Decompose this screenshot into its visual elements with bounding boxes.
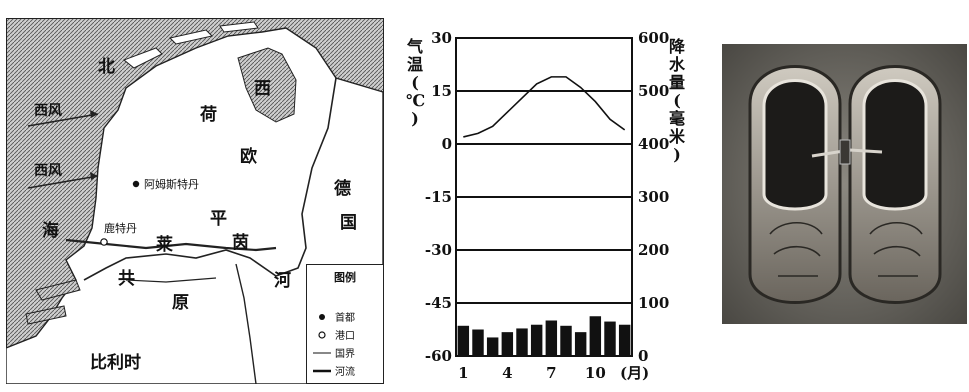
ijsselmeer: [237, 47, 297, 123]
left-tick-label: 30: [431, 29, 452, 47]
chart-svg: 30 15 0 -15 -30 -45 -60 600 500 400 300 200 100 0 1 4 7 1…: [425, 29, 669, 382]
x-tick-label: 1: [458, 364, 468, 382]
wind-label-2: 西风: [34, 163, 62, 179]
precip-bar: [457, 325, 470, 356]
label-gong: 共: [118, 269, 135, 289]
label-europe: 欧: [240, 147, 257, 167]
climate-chart: 气温(℃) 降水量(毫米) 30 15 0 -15 -30 -45 -60 600 500 400…: [400, 18, 700, 384]
left-tick-label: 15: [431, 82, 452, 100]
label-north: 北: [98, 57, 115, 77]
left-tick-label: -15: [425, 188, 452, 206]
legend-label-port: 港口: [335, 331, 355, 342]
legend-label-capital: 首都: [335, 313, 355, 324]
border-line: [83, 77, 337, 281]
precip-bar: [604, 321, 616, 356]
island-2: [169, 29, 213, 45]
label-yuan: 原: [172, 293, 189, 313]
label-belgium: 比利时: [90, 353, 141, 373]
river-symbol-icon: [313, 366, 331, 376]
legend-row-port: 港口: [313, 327, 355, 342]
label-west: 西: [254, 79, 271, 99]
x-tick-label: 10: [585, 364, 606, 382]
precip-bar: [618, 324, 631, 356]
x-axis-unit: (月): [620, 364, 649, 382]
right-tick-label: 100: [638, 294, 669, 312]
island-3: [219, 21, 259, 33]
netherlands-map: 北 海 西 荷 欧 平 莱 茵 德 国 河 共 原 比利时 西风 西风 阿姆斯特…: [6, 18, 384, 384]
x-tick-label: 4: [502, 364, 512, 382]
temperature-line: [463, 76, 626, 138]
border-symbol-icon: [313, 348, 331, 358]
legend-title: 图例: [334, 271, 356, 284]
map-drawing: [6, 18, 384, 384]
right-axis-label-text: 降水量(毫米): [668, 37, 685, 164]
right-tick-label: 600: [638, 29, 669, 47]
label-lai: 莱: [156, 235, 173, 255]
right-tick-label: 300: [638, 188, 669, 206]
capital-symbol-icon: [313, 312, 331, 322]
left-tick-label: -30: [425, 241, 452, 259]
legend-row-river: 河流: [313, 363, 355, 378]
wind-arrow-1: [27, 113, 99, 127]
port-symbol-icon: [313, 330, 331, 340]
left-clog: [748, 65, 842, 304]
map-legend: 图例 首都 港口 国界 河流: [306, 264, 384, 384]
delta-island-2: [25, 305, 67, 325]
label-rotterdam: 鹿特丹: [104, 222, 137, 235]
left-tick-label: 0: [442, 135, 452, 153]
rhine-river-south: [235, 263, 257, 384]
precip-bar: [545, 320, 558, 356]
x-tick-label: 7: [546, 364, 556, 382]
precip-bar: [516, 328, 528, 356]
precip-bar: [574, 332, 587, 356]
delta-island-1: [35, 279, 81, 301]
precip-bar: [501, 332, 514, 356]
precip-bar: [530, 324, 543, 356]
right-tick-label: 0: [638, 347, 648, 365]
left-axis-label: 气温(℃): [406, 37, 426, 128]
right-axis-label: 降水量(毫米): [668, 38, 686, 164]
label-germany-2: 国: [340, 213, 357, 233]
label-sea: 海: [42, 221, 59, 241]
label-river: 河: [274, 271, 291, 291]
island-1: [123, 47, 163, 69]
precip-bar: [486, 337, 499, 356]
precip-bar: [589, 316, 602, 356]
right-tick-label: 400: [638, 135, 669, 153]
capital-dot: [132, 180, 140, 188]
label-lotus: 荷: [200, 105, 217, 125]
precip-bar: [560, 325, 572, 356]
legend-label-river: 河流: [335, 367, 355, 378]
legend-row-capital: 首都: [313, 309, 355, 324]
label-yin: 茵: [232, 233, 249, 253]
left-tick-label: -60: [425, 347, 452, 365]
label-amsterdam: 阿姆斯特丹: [144, 178, 199, 191]
legend-label-border: 国界: [335, 349, 355, 360]
right-tick-label: 200: [638, 241, 669, 259]
legend-row-border: 国界: [313, 345, 355, 360]
right-clog: [848, 65, 942, 304]
wind-arrow-2: [27, 175, 99, 189]
clogs-image: [722, 44, 967, 324]
left-tick-label: -45: [425, 294, 452, 312]
clogs-photo: [722, 44, 967, 324]
label-germany-1: 德: [334, 179, 351, 199]
wind-label-1: 西风: [34, 103, 62, 119]
label-plain: 平: [210, 209, 227, 229]
port-dot: [100, 238, 108, 246]
maas-river: [125, 277, 217, 283]
right-tick-label: 500: [638, 82, 669, 100]
precip-bar: [472, 329, 484, 356]
left-axis-label-text: 气温(℃): [406, 37, 426, 128]
